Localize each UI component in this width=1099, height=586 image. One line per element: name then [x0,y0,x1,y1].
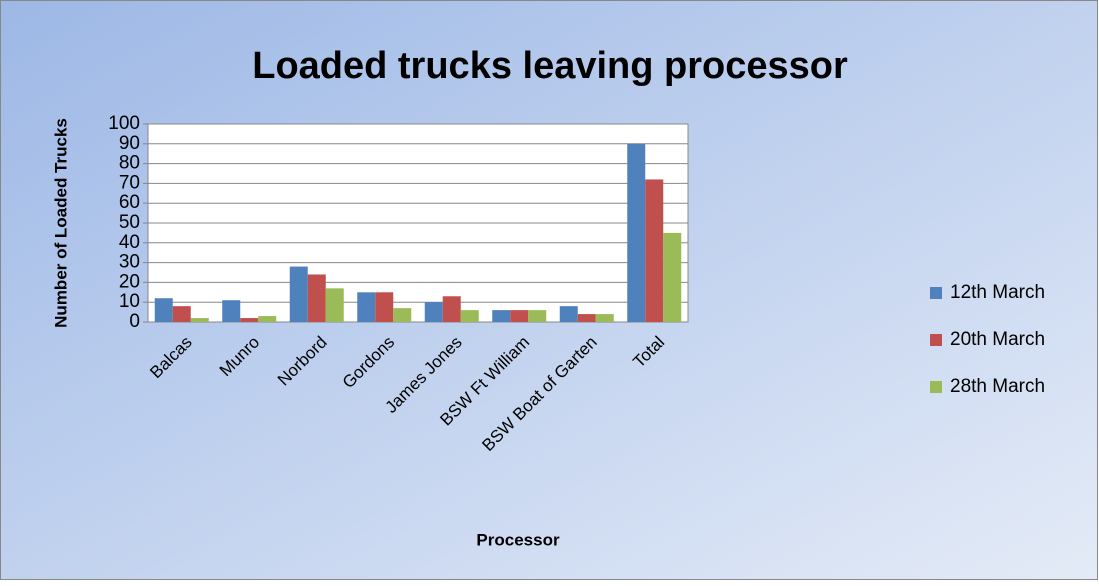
bar [595,314,614,322]
y-tick-label: 20 [119,271,140,292]
bar [258,316,277,322]
bar [357,292,376,322]
bar [289,266,308,322]
chart-title: Loaded trucks leaving processor [252,45,848,87]
y-tick-label: 80 [119,153,140,174]
bar [307,274,326,322]
y-tick-label: 70 [119,172,140,193]
bar [627,143,646,322]
bar [325,288,344,322]
y-tick-label: 50 [119,212,140,233]
y-tick-label: 10 [119,291,140,312]
bar [663,232,682,322]
bar [154,298,173,322]
legend-label: 12th March [950,282,1045,303]
y-axis-label: Number of Loaded Trucks [51,118,70,328]
bar [222,300,241,322]
legend-label: 20th March [950,329,1045,350]
bar [240,318,259,322]
y-tick-label: 30 [119,252,140,273]
bar [172,306,191,322]
bar [528,310,547,322]
legend-swatch [930,287,942,299]
y-tick-label: 40 [119,232,140,253]
bar [393,308,412,322]
y-tick-label: 100 [108,113,140,134]
bar [577,314,596,322]
bar [492,310,511,322]
bar [559,306,578,322]
bar [375,292,394,322]
bar [442,296,461,322]
bar [510,310,529,322]
bar [424,302,443,322]
y-tick-label: 90 [119,133,140,154]
x-axis-label: Processor [476,530,560,549]
bar [190,318,209,322]
legend-swatch [930,381,942,393]
bar [460,310,479,322]
legend-label: 28th March [950,376,1045,397]
y-tick-label: 60 [119,192,140,213]
legend-swatch [930,334,942,346]
bar [645,179,664,322]
y-tick-label: 0 [129,311,140,332]
